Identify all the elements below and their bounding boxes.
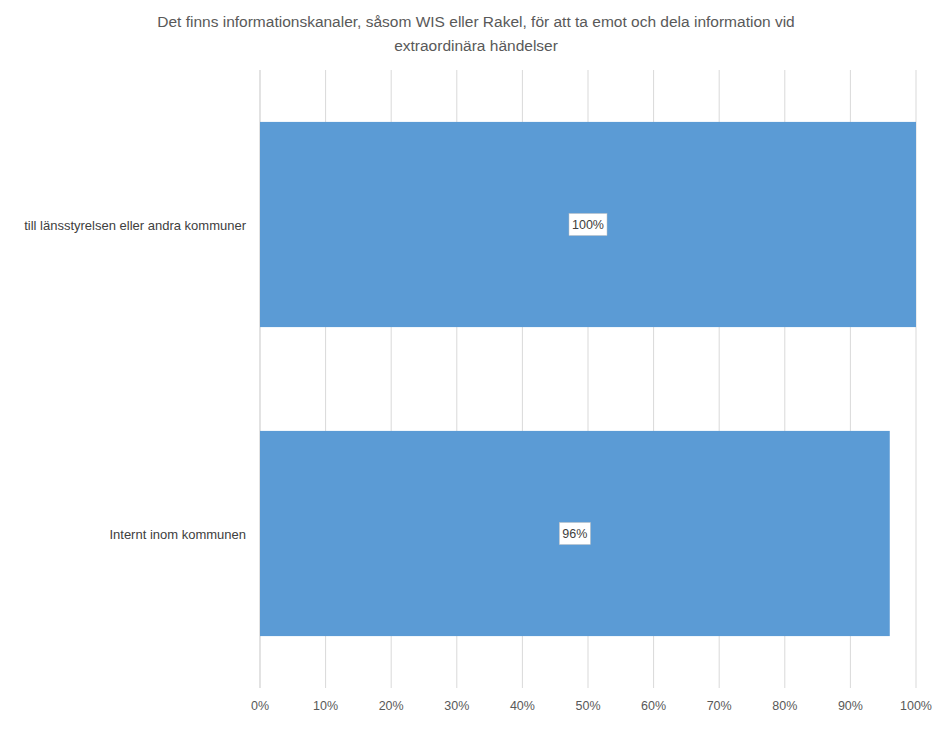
data-label-box [569, 214, 607, 236]
tick-label: 60% [641, 699, 666, 713]
tick-label: 0% [251, 699, 269, 713]
category-label: Internt inom kommunen [109, 527, 246, 542]
tick-label: 10% [313, 699, 338, 713]
tick-label: 50% [575, 699, 600, 713]
bar [260, 122, 916, 327]
tick-label: 20% [379, 699, 404, 713]
data-labels: 100% 96% [559, 214, 607, 545]
chart: 0% 10% 20% 30% 40% 50% 60% 70% 80% 90% 100% 100% 96%… [0, 0, 951, 732]
bar [260, 431, 890, 636]
tick-label: 100% [900, 699, 932, 713]
tick-label: 90% [838, 699, 863, 713]
tick-label: 70% [707, 699, 732, 713]
chart-title: Det finns informationskanaler, såsom WIS… [116, 10, 836, 58]
data-label: 100% [572, 218, 604, 232]
category-label: till länsstyrelsen eller andra kommuner [24, 218, 246, 233]
data-label-box [559, 523, 590, 545]
grid [260, 70, 916, 688]
page: {"chart_data": {"type": "bar", "orientat… [0, 0, 951, 732]
tick-label: 40% [510, 699, 535, 713]
tick-label: 80% [772, 699, 797, 713]
tick-label: 30% [444, 699, 469, 713]
bars [260, 122, 916, 636]
data-label: 96% [562, 527, 587, 541]
